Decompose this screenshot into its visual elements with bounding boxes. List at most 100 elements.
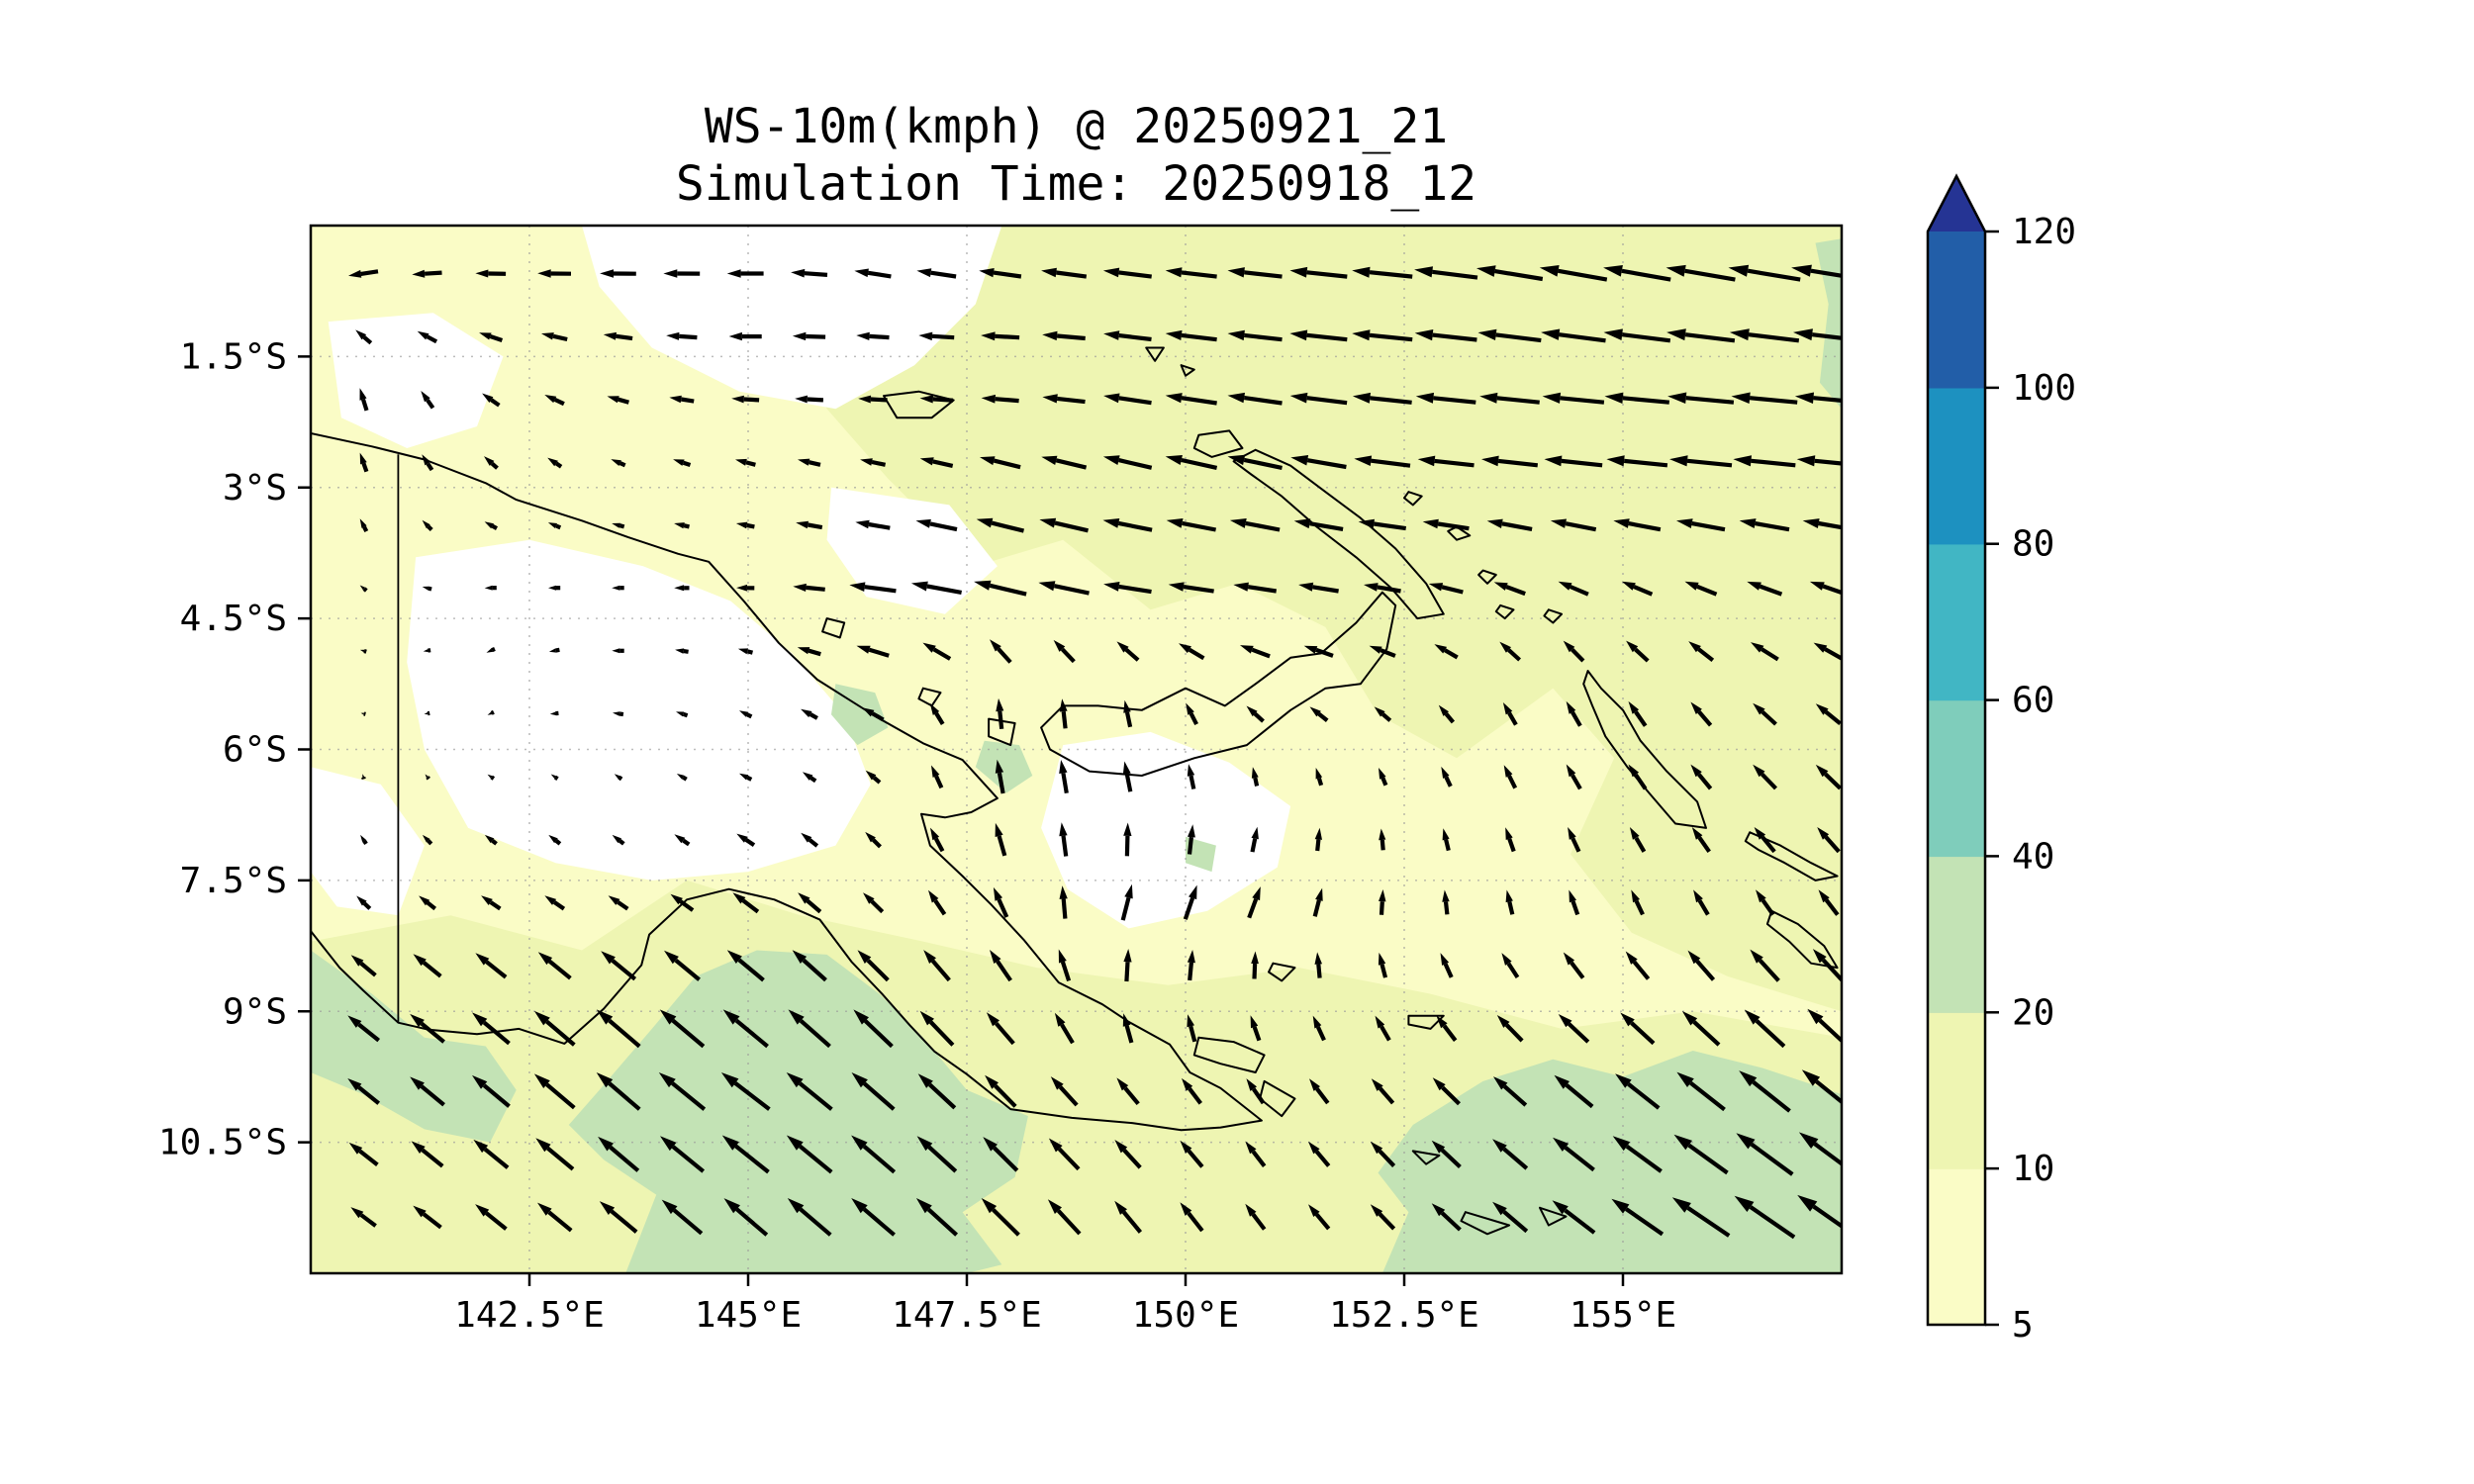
wind-arrow xyxy=(475,953,508,979)
arrow-shaft xyxy=(809,712,818,720)
axis-ticks-and-labels: 142.5°E 145°E 147.5°E 150°E 152.5°E 155°E 1.5°… xyxy=(158,336,1676,1336)
arrow-shaft xyxy=(682,775,688,782)
arrow-shaft xyxy=(1251,647,1271,659)
arrow-shaft xyxy=(1432,269,1478,280)
wind-arrow xyxy=(355,329,373,345)
arrow-head xyxy=(1166,518,1184,528)
arrow-head xyxy=(1492,1201,1507,1216)
wind-arrow xyxy=(1179,643,1205,661)
wind-arrow xyxy=(786,1135,833,1174)
arrow-shaft xyxy=(1697,710,1713,727)
arrow-head xyxy=(1251,826,1259,840)
arrow-head xyxy=(1245,1203,1257,1217)
wind-arrow xyxy=(1568,827,1581,853)
wind-arrow xyxy=(1315,768,1324,787)
wind-arrow xyxy=(1102,267,1152,279)
wind-arrow xyxy=(791,268,828,278)
arrow-shaft xyxy=(926,584,962,595)
arrow-shaft xyxy=(1442,1024,1458,1042)
wind-arrow xyxy=(986,1012,1015,1046)
arrow-shaft xyxy=(1507,900,1515,915)
arrow-shaft xyxy=(483,1147,510,1169)
arrow-shaft xyxy=(1502,1147,1529,1170)
arrow-head xyxy=(1739,1070,1758,1087)
wind-arrow xyxy=(990,639,1012,664)
arrow-head xyxy=(851,1198,868,1214)
arrow-shaft xyxy=(1189,712,1198,726)
arrow-shaft xyxy=(929,521,958,532)
wind-arrow xyxy=(735,458,756,467)
arrow-head xyxy=(541,332,554,340)
arrow-head xyxy=(1053,639,1066,652)
arrow-head xyxy=(601,951,616,965)
wind-arrow xyxy=(1058,949,1072,982)
wind-arrow xyxy=(1688,641,1715,663)
wind-arrow xyxy=(1552,1200,1596,1235)
arrow-shaft xyxy=(995,1022,1015,1046)
arrow-head xyxy=(422,519,430,529)
arrow-shaft xyxy=(1687,1143,1729,1175)
coastline xyxy=(1543,608,1564,624)
arrow-head xyxy=(857,950,872,964)
wind-arrow xyxy=(1165,393,1217,406)
arrow-head xyxy=(484,521,494,529)
arrow-shaft xyxy=(490,709,495,715)
wind-arrow xyxy=(1796,455,1842,467)
arrow-head xyxy=(1604,392,1624,404)
arrow-shaft xyxy=(1697,773,1713,790)
arrow-shaft xyxy=(1251,1150,1267,1167)
wind-arrow xyxy=(726,269,764,278)
arrow-head xyxy=(359,452,367,465)
arrow-head xyxy=(1358,518,1375,529)
arrow-head xyxy=(1124,883,1133,899)
arrow-head xyxy=(1054,1012,1066,1027)
arrow-shaft xyxy=(1444,776,1453,788)
arrow-head xyxy=(1733,455,1752,467)
arrow-shaft xyxy=(1625,1207,1665,1237)
fill-region-20-40 xyxy=(311,950,517,1143)
arrow-head xyxy=(1182,1077,1193,1091)
arrow-shaft xyxy=(1315,1026,1326,1042)
arrow-head xyxy=(1290,455,1309,466)
arrow-shaft xyxy=(807,397,824,403)
wind-arrow xyxy=(1791,264,1842,278)
arrow-head xyxy=(792,950,808,964)
wind-arrow xyxy=(359,518,369,533)
arrow-head xyxy=(923,950,936,964)
arrow-shaft xyxy=(553,397,565,407)
wind-arrow xyxy=(596,1009,641,1049)
wind-arrow xyxy=(853,1009,894,1049)
arrow-shaft xyxy=(554,461,563,469)
wind-arrow xyxy=(1114,1200,1143,1234)
arrow-head xyxy=(930,827,940,841)
coastline xyxy=(1192,1036,1266,1073)
wind-arrow xyxy=(1122,1013,1134,1044)
wind-arrow xyxy=(1809,581,1842,596)
wind-arrow xyxy=(922,642,952,661)
arrow-shaft xyxy=(1432,332,1477,342)
wind-arrow xyxy=(484,585,497,591)
arrow-shaft xyxy=(1061,835,1069,857)
arrow-shaft xyxy=(933,899,947,916)
arrow-shaft xyxy=(1056,333,1086,341)
arrow-shaft xyxy=(1697,899,1710,916)
arrow-head xyxy=(1352,266,1371,278)
wind-arrow xyxy=(1553,1137,1595,1172)
arrow-head xyxy=(1671,1197,1691,1213)
arrow-head xyxy=(472,1012,488,1027)
arrow-shaft xyxy=(1634,647,1650,663)
arrow-head xyxy=(1041,455,1058,465)
arrow-head xyxy=(1352,392,1371,404)
colorbar-segment xyxy=(1928,699,1985,858)
wind-arrow xyxy=(1569,889,1580,916)
wind-arrow xyxy=(1059,885,1068,919)
arrow-shaft xyxy=(555,523,562,530)
arrow-shaft xyxy=(802,958,827,982)
arrow-head xyxy=(1603,265,1623,277)
wind-arrow xyxy=(1047,1199,1082,1236)
arrow-shaft xyxy=(1253,777,1260,787)
wind-arrow xyxy=(1554,1074,1594,1109)
arrow-head xyxy=(612,585,620,591)
coastline xyxy=(1192,429,1244,458)
arrow-shaft xyxy=(1504,1023,1524,1043)
